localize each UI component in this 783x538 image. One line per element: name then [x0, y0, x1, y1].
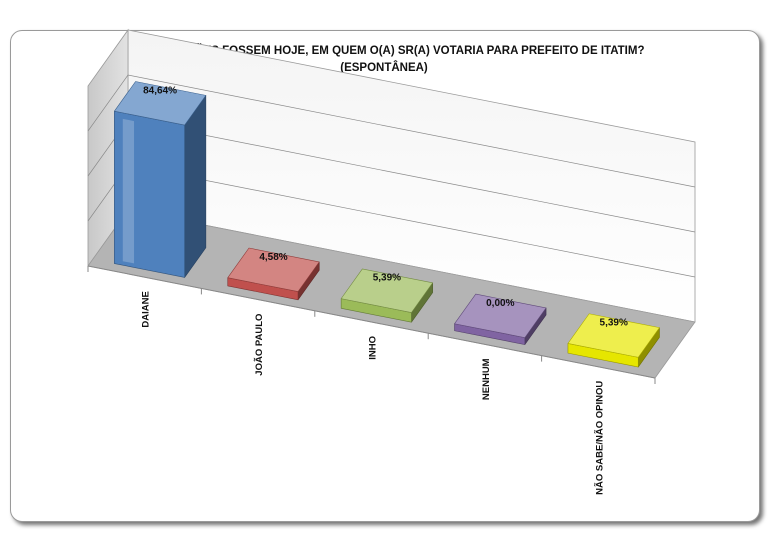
chart-subtitle: (ESPONTÂNEA): [340, 62, 428, 74]
data-label: 4,58%: [259, 252, 287, 263]
category-label: NÃO SABE/NÃO OPINOU: [594, 381, 605, 495]
category-label: DAIANE: [141, 291, 152, 327]
x-axis-line: [87, 265, 656, 379]
bar-top-face: [227, 247, 320, 292]
data-label: 0,00%: [486, 298, 514, 309]
data-label: 84,64%: [143, 85, 177, 96]
bar-top-face: [114, 81, 207, 126]
bar-3: [340, 268, 433, 323]
bar-2: [227, 247, 320, 301]
category-label: INHO: [368, 336, 379, 360]
bar-top-face: [340, 268, 433, 313]
chart-bars: [114, 81, 660, 368]
category-label: NENHUM: [481, 358, 492, 400]
bar-4: [454, 293, 547, 345]
chart-title-block: SE AS ELEIÇÕES FOSSEM HOJE, EM QUEM O(A)…: [10, 43, 758, 77]
bar-top-face: [454, 293, 547, 338]
data-label: 5,39%: [373, 273, 401, 284]
chart-labels: 84,64% DAIANE 4,58% JOÃO PAULO 5,39% INHO 0,00…: [141, 85, 628, 495]
bar-5: [567, 313, 660, 368]
bar-top-face: [567, 313, 660, 358]
bar-side-face: [184, 95, 207, 278]
category-label: JOÃO PAULO: [254, 314, 265, 376]
data-label: 5,39%: [600, 318, 628, 329]
bar-highlight: [122, 118, 135, 264]
gridline: [87, 74, 696, 188]
bar-1: [114, 81, 207, 278]
chart-title: SE AS ELEIÇÕES FOSSEM HOJE, EM QUEM O(A)…: [123, 45, 645, 57]
